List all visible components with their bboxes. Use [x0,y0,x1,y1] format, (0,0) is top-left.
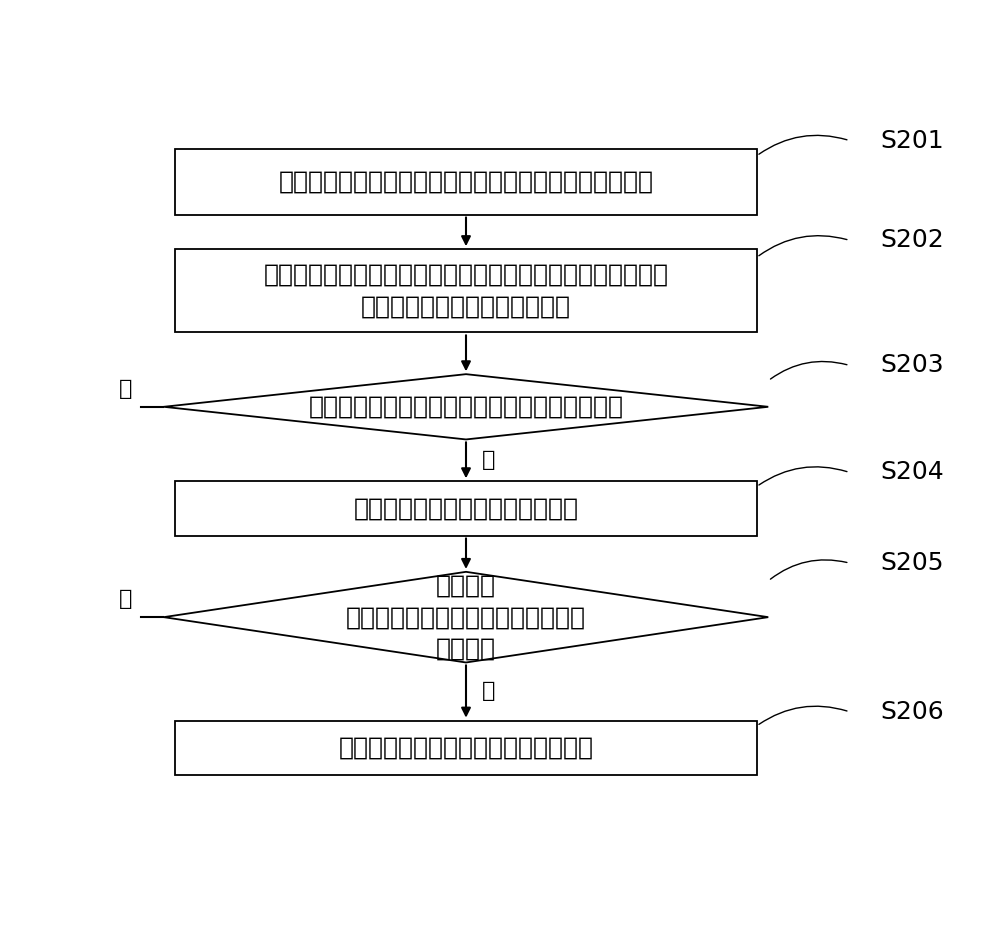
Text: 是: 是 [482,681,495,702]
Text: 否: 否 [119,589,133,609]
Text: 通过所述目标补偿区域所属的单位显示区域对应的温度传感器
，检测该单位显示区域的温度值: 通过所述目标补偿区域所属的单位显示区域对应的温度传感器 ，检测该单位显示区域的温… [264,263,668,318]
Polygon shape [164,572,768,662]
Text: 是: 是 [482,450,495,470]
Bar [175,721,757,775]
Text: 判断检测的所述温度值是否小于预设的温度阈值: 判断检测的所述温度值是否小于预设的温度阈值 [308,395,624,419]
Text: 对所述目标补偿区域进行亮度补偿: 对所述目标补偿区域进行亮度补偿 [354,496,578,520]
Text: S203: S203 [881,353,944,378]
Bar [175,150,757,215]
Bar [175,249,757,333]
Text: S201: S201 [881,129,944,153]
Text: 停止对所述目标补偿区域进行亮度补偿: 停止对所述目标补偿区域进行亮度补偿 [338,736,594,759]
Text: 否: 否 [119,379,133,398]
Text: S205: S205 [881,551,944,576]
Text: S206: S206 [881,700,944,723]
Text: S204: S204 [881,461,944,484]
Text: 确定需进行老化补偿的目标补偿区域所属的单位显示区域: 确定需进行老化补偿的目标补偿区域所属的单位显示区域 [278,170,654,194]
Bar [175,481,757,536]
Polygon shape [164,374,768,439]
Text: 判断检测
的所述温度值是否大于或等于预设的
温度阈值: 判断检测 的所述温度值是否大于或等于预设的 温度阈值 [346,574,586,660]
Text: S202: S202 [881,228,944,252]
